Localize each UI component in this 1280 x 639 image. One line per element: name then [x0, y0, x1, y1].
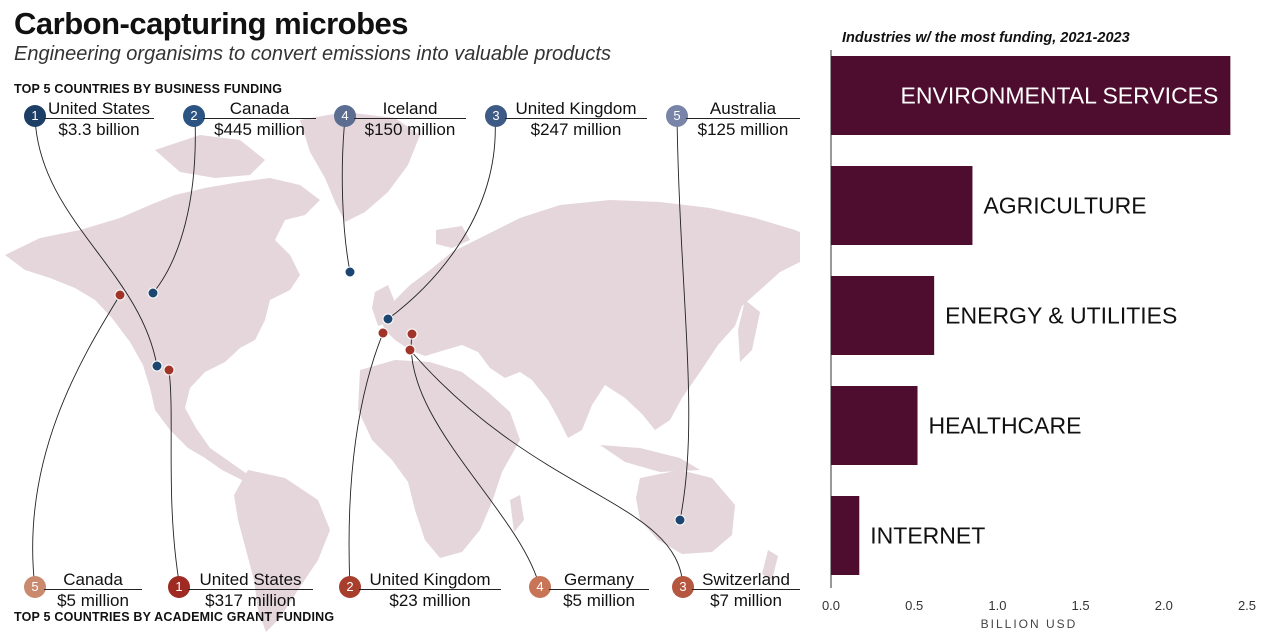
- business-dot-uk: [382, 313, 394, 325]
- bar-label: AGRICULTURE: [983, 193, 1146, 219]
- rank-badge: 2: [183, 105, 205, 127]
- land-africa: [358, 360, 520, 558]
- academic-dot-germany: [406, 328, 418, 340]
- page-subtitle: Engineering organisims to convert emissi…: [14, 43, 611, 65]
- world-map: [5, 112, 800, 632]
- funding-amount: $247 million: [530, 120, 622, 139]
- page-title: Carbon-capturing microbes: [14, 6, 409, 41]
- chart-title: Industries w/ the most funding, 2021-202…: [842, 30, 1130, 46]
- bar-label: INTERNET: [870, 523, 985, 549]
- land-australia: [636, 470, 735, 554]
- funding-amount: $150 million: [364, 120, 456, 139]
- country-name: Canada: [203, 99, 316, 119]
- bar-energy-utilities: [831, 276, 935, 355]
- bar-healthcare: [831, 386, 918, 465]
- business-dot-iceland: [344, 266, 356, 278]
- academic-funding-label: TOP 5 COUNTRIES BY ACADEMIC GRANT FUNDIN…: [14, 610, 335, 624]
- x-tick-label: 2.5: [1238, 598, 1256, 613]
- land-madagascar: [510, 495, 524, 532]
- business-funding-label: TOP 5 COUNTRIES BY BUSINESS FUNDING: [14, 82, 283, 96]
- rank-badge: 3: [672, 576, 694, 598]
- rank-badge: 4: [529, 576, 551, 598]
- industry-funding-bar-chart: ENVIRONMENTAL SERVICES AGRICULTURE ENERGY …: [822, 50, 1256, 631]
- leader-line-business-us: [34, 117, 158, 367]
- x-tick-label: 1.0: [988, 598, 1006, 613]
- academic-dot-canada: [114, 289, 126, 301]
- funding-amount: $7 million: [710, 591, 782, 610]
- country-name: United Kingdom: [505, 99, 647, 119]
- rank-badge: 4: [334, 105, 356, 127]
- land-greenland: [300, 112, 420, 222]
- country-name: Switzerland: [692, 570, 800, 590]
- funding-amount: $317 million: [205, 591, 296, 610]
- funding-amount: $5 million: [57, 591, 129, 610]
- land-eurasia: [380, 200, 800, 438]
- bar-internet: [831, 496, 860, 575]
- country-name: Germany: [549, 570, 649, 590]
- rank-badge: 5: [24, 576, 46, 598]
- business-dot-australia: [674, 514, 686, 526]
- rank-badge: 1: [168, 576, 190, 598]
- leader-line-business-uk: [387, 117, 496, 320]
- x-axis-label: BILLION USD: [981, 617, 1078, 631]
- funding-amount: $445 million: [214, 120, 305, 139]
- land-new-zealand: [762, 550, 778, 580]
- land-japan: [738, 300, 760, 362]
- country-name: United Kingdom: [359, 570, 501, 590]
- funding-amount: $3.3 billion: [58, 120, 140, 139]
- funding-amount: $125 million: [697, 120, 789, 139]
- land-arctic-islands: [155, 135, 265, 178]
- x-tick-label: 1.5: [1072, 598, 1090, 613]
- funding-amount: $23 million: [389, 591, 471, 610]
- academic-dot-us: [163, 364, 175, 376]
- leader-line-business-australia: [676, 117, 690, 521]
- academic-dot-switzerland: [404, 344, 416, 356]
- rank-badge: 3: [485, 105, 507, 127]
- funding-amount: $5 million: [563, 591, 635, 610]
- x-tick-label: 0.0: [822, 598, 840, 613]
- leader-line-academic-uk: [348, 332, 384, 589]
- land-indonesia: [600, 445, 700, 472]
- country-name: Iceland: [354, 99, 466, 119]
- country-name: United States: [188, 570, 313, 590]
- business-dot-us: [151, 360, 163, 372]
- leader-line-academic-switzerland: [409, 349, 684, 589]
- leader-lines: [32, 117, 690, 589]
- land-iceland: [436, 226, 470, 248]
- country-name: Canada: [44, 570, 142, 590]
- rank-badge: 5: [666, 105, 688, 127]
- location-dots: [114, 266, 686, 526]
- leader-line-business-canada: [152, 117, 196, 294]
- rank-badge: 2: [339, 576, 361, 598]
- x-tick-label: 0.5: [905, 598, 923, 613]
- land-north-america: [5, 178, 320, 480]
- bar-agriculture: [831, 166, 973, 245]
- academic-dot-uk: [377, 327, 389, 339]
- leader-line-academic-germany: [410, 333, 541, 589]
- land-south-america: [234, 470, 330, 632]
- country-name: Australia: [686, 99, 800, 119]
- leader-line-academic-canada: [32, 294, 121, 589]
- rank-badge: 1: [24, 105, 46, 127]
- country-name: United States: [44, 99, 154, 119]
- bar-environmental-services: [831, 56, 1231, 135]
- bar-label: ENERGY & UTILITIES: [945, 303, 1177, 329]
- leader-line-business-iceland: [341, 117, 351, 273]
- land-masses: [5, 112, 800, 632]
- business-dot-canada: [147, 287, 159, 299]
- bar-label: HEALTHCARE: [929, 413, 1082, 439]
- bar-label: ENVIRONMENTAL SERVICES: [901, 83, 1219, 109]
- leader-line-academic-us: [168, 369, 181, 589]
- x-tick-label: 2.0: [1155, 598, 1173, 613]
